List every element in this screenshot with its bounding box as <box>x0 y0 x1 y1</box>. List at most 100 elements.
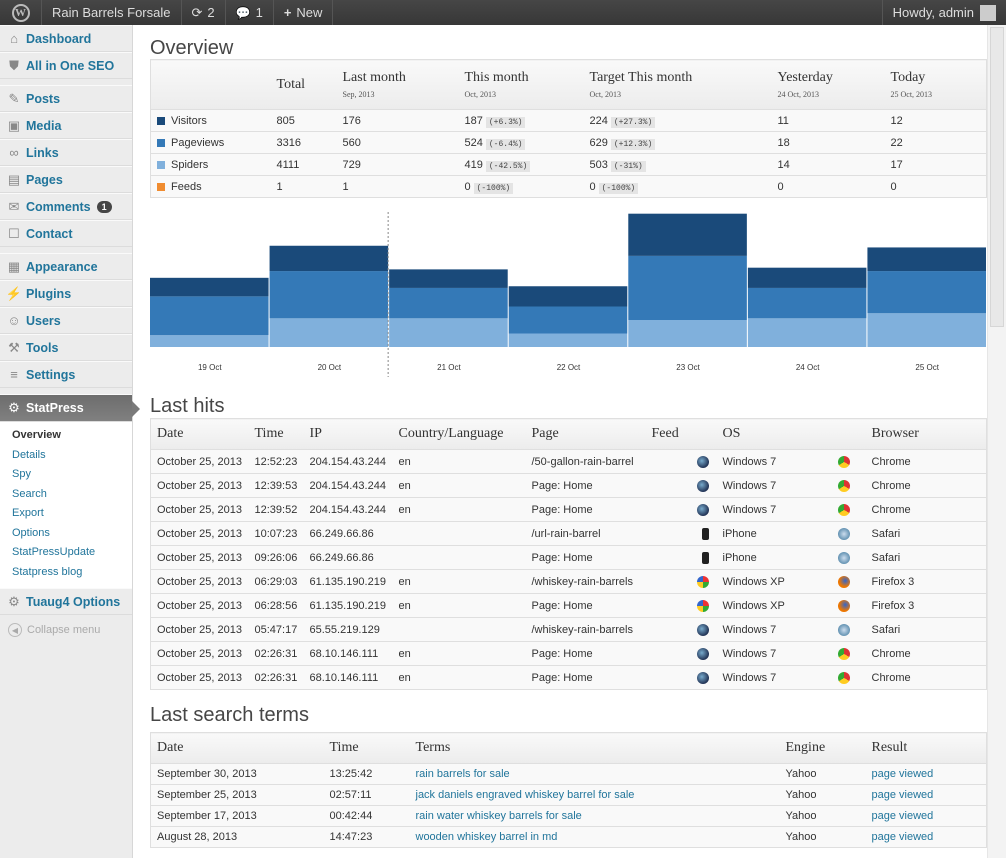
sidebar-item-label: Comments <box>26 199 91 214</box>
page-viewed-link[interactable]: page viewed <box>871 831 934 843</box>
site-name-link[interactable]: Rain Barrels Forsale <box>42 0 182 25</box>
sidebar-item-statpress[interactable]: ⚙ StatPress <box>0 394 140 422</box>
page-viewed-link[interactable]: page viewed <box>871 768 934 780</box>
sidebar-item-users[interactable]: ☺ Users <box>0 307 132 334</box>
page-scrollbar[interactable] <box>987 25 1006 858</box>
submenu-item-details[interactable]: Details <box>12 448 46 461</box>
search-terms-link[interactable]: rain water whiskey barrels for sale <box>415 810 582 822</box>
x-tick-label: 19 Oct <box>198 363 222 372</box>
sidebar-item-label: Settings <box>26 367 76 382</box>
search-time: 13:25:42 <box>323 763 410 785</box>
gear-icon: ⚙ <box>8 593 20 609</box>
updates-button[interactable]: ⟳ 2 <box>182 0 226 25</box>
sidebar-item-label: Links <box>26 145 59 160</box>
header-yesterday: Yesterday 24 Oct, 2013 <box>771 59 885 110</box>
submenu-item-export[interactable]: Export <box>12 507 44 519</box>
bar-pageviews-3 <box>508 306 628 334</box>
hits-row: October 25, 2013 12:52:23 204.154.43.244 en… <box>150 449 987 474</box>
bar-spiders-3 <box>508 333 628 347</box>
bar-spiders-0 <box>150 335 269 347</box>
x-tick-label: 22 Oct <box>557 363 581 372</box>
page-viewed-link[interactable]: page viewed <box>871 789 934 801</box>
hits-row: October 25, 2013 05:47:17 65.55.219.129/wh… <box>150 617 987 642</box>
plus-icon: + <box>283 5 292 20</box>
sidebar-item-media[interactable]: ▣ Media <box>0 112 132 139</box>
scrollbar-thumb[interactable] <box>990 27 1004 327</box>
hit-os-cell: Windows 7 <box>716 617 866 642</box>
submenu-item-statpress-blog[interactable]: Statpress blog <box>12 565 83 578</box>
search-terms-cell: jack daniels engraved whiskey barrel for… <box>409 784 780 806</box>
last-month-value: 560 <box>336 131 459 154</box>
sidebar-item-appearance[interactable]: ▦ Appearance <box>0 253 132 280</box>
bar-visitors-3 <box>508 286 628 307</box>
submenu-item-options[interactable]: Options <box>12 526 50 539</box>
submenu-item-statpressupdate[interactable]: StatPressUpdate <box>12 546 96 558</box>
this-month-cell: 524 (-6.4%) <box>458 131 584 154</box>
submenu-item-search[interactable]: Search <box>12 487 47 500</box>
page-viewed-link[interactable]: page viewed <box>871 810 934 822</box>
win7-icon <box>696 623 709 636</box>
sidebar-item-pages[interactable]: ▤ Pages <box>0 166 132 193</box>
target-cell: 224 (+27.3%) <box>583 109 772 132</box>
bar-visitors-5 <box>747 267 867 288</box>
bar-spiders-2 <box>389 318 508 347</box>
this-month-cell: 0 (-100%) <box>458 175 584 198</box>
hit-os: iPhone <box>722 527 757 540</box>
wordpress-logo-button[interactable]: W <box>0 0 42 25</box>
search-terms-link[interactable]: jack daniels engraved whiskey barrel for… <box>415 789 635 801</box>
account-menu[interactable]: Howdy, admin <box>881 0 1006 25</box>
hit-page: /whiskey-rain-barrels <box>525 617 646 642</box>
hit-date: October 25, 2013 <box>150 449 249 474</box>
hits-row: October 25, 2013 06:28:56 61.135.190.219 en… <box>150 593 987 618</box>
sidebar-item-comments[interactable]: ✉ Comments 1 <box>0 193 132 220</box>
hits-header-browser: Browser <box>865 418 987 450</box>
header-total: Total <box>270 59 337 110</box>
hit-os-cell: iPhone <box>716 545 866 570</box>
bar-spiders-4 <box>628 320 747 347</box>
firefox-icon <box>837 599 850 612</box>
search-row: September 17, 2013 00:42:44 rain water whi… <box>150 805 987 827</box>
search-engine: Yahoo <box>779 763 866 785</box>
search-date: September 25, 2013 <box>150 784 324 806</box>
sidebar-item-label: Pages <box>26 172 63 187</box>
hit-os: iPhone <box>722 551 757 564</box>
sidebar-item-plugins[interactable]: ⚡ Plugins <box>0 280 132 307</box>
sidebar-item-links[interactable]: ∞ Links <box>0 139 132 166</box>
new-content-button[interactable]: + New <box>274 0 334 25</box>
search-terms-link[interactable]: rain barrels for sale <box>415 768 510 780</box>
sidebar-item-tuaug4-options[interactable]: ⚙ Tuaug4 Options <box>0 588 132 615</box>
hit-language <box>392 545 526 570</box>
submenu-item-overview[interactable]: Overview <box>12 429 61 441</box>
hit-os-cell: Windows XP <box>716 569 866 594</box>
hit-os-cell: Windows 7 <box>716 473 866 498</box>
howdy-label: Howdy, admin <box>892 5 974 20</box>
bar-visitors-4 <box>628 213 747 256</box>
hit-os: Windows 7 <box>722 623 777 636</box>
today-value: 0 <box>884 175 987 198</box>
plugin-icon: ⚡ <box>5 285 23 301</box>
hit-feed-cell <box>645 617 717 642</box>
comments-count: 1 <box>255 5 263 20</box>
hit-os: Windows 7 <box>722 479 777 492</box>
sidebar-item-label: All in One SEO <box>26 58 115 73</box>
submenu-item-spy[interactable]: Spy <box>12 468 31 480</box>
sidebar-item-settings[interactable]: ≡ Settings <box>0 361 132 388</box>
sidebar-item-dashboard[interactable]: ⌂ Dashboard <box>0 25 132 52</box>
hit-language: en <box>392 641 526 666</box>
collapse-menu-button[interactable]: ◀ Collapse menu <box>0 615 132 637</box>
search-date: August 28, 2013 <box>150 826 324 848</box>
this-month-change: (-100%) <box>473 182 514 194</box>
sidebar-item-posts[interactable]: ✎ Posts <box>0 85 132 112</box>
hit-time: 12:39:52 <box>248 497 304 522</box>
hits-header-country-language: Country/Language <box>392 418 526 450</box>
sidebar-item-contact[interactable]: ☐ Contact <box>0 220 132 247</box>
sidebar-item-all-in-one-seo[interactable]: ⛊ All in One SEO <box>0 52 132 79</box>
search-terms-link[interactable]: wooden whiskey barrel in md <box>415 831 558 843</box>
chrome-icon <box>837 455 850 468</box>
bar-visitors-0 <box>150 277 269 297</box>
search-row: September 25, 2013 02:57:11 jack daniels e… <box>150 784 987 806</box>
comments-button[interactable]: 💬 1 <box>226 0 274 25</box>
hits-header-os: OS <box>716 418 866 450</box>
hit-page: Page: Home <box>525 473 646 498</box>
sidebar-item-tools[interactable]: ⚒ Tools <box>0 334 132 361</box>
